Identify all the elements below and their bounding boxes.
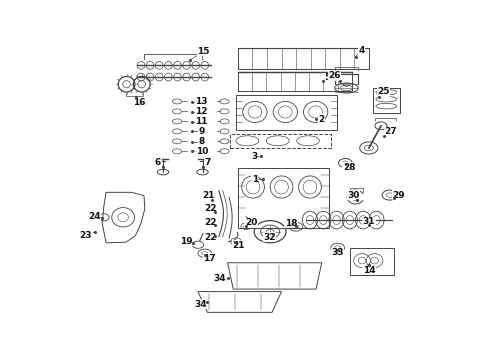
Text: 4: 4 [358,46,365,55]
Text: 21: 21 [233,240,245,249]
Text: 24: 24 [88,212,101,221]
Text: 8: 8 [198,137,205,146]
Bar [236,95,337,130]
Text: 16: 16 [133,98,146,107]
Bar [372,88,400,113]
Text: 22: 22 [204,233,217,242]
Bar [230,134,331,148]
Text: 15: 15 [197,47,210,56]
Bar [238,48,369,69]
Text: 9: 9 [198,127,205,136]
Text: 2: 2 [318,115,324,124]
Text: 27: 27 [385,127,397,136]
Text: 28: 28 [343,163,355,172]
Text: 14: 14 [363,266,375,275]
Text: 17: 17 [203,253,216,262]
Text: 1: 1 [252,175,258,184]
Text: 26: 26 [328,71,341,80]
Text: 12: 12 [196,107,208,116]
Bar [350,248,393,275]
Text: 25: 25 [377,87,390,96]
Text: 29: 29 [392,190,405,199]
Text: 19: 19 [180,237,193,246]
Text: 13: 13 [196,98,208,107]
Text: 30: 30 [347,190,360,199]
Text: 31: 31 [363,217,375,226]
Text: 5: 5 [324,73,330,82]
Text: 34: 34 [214,274,226,283]
Text: 10: 10 [196,147,208,156]
Text: 22: 22 [204,218,217,227]
Text: 21: 21 [202,191,215,200]
Bar [238,168,329,228]
Text: 33: 33 [331,248,344,257]
Text: 18: 18 [285,219,297,228]
Text: 20: 20 [245,218,257,227]
Bar [238,72,352,91]
Text: 7: 7 [204,158,211,167]
Text: 22: 22 [204,204,217,213]
Text: 34: 34 [195,300,207,309]
Text: 3: 3 [252,152,258,161]
Text: 32: 32 [263,233,275,242]
Text: 11: 11 [196,117,208,126]
Text: 6: 6 [155,158,161,167]
Text: 23: 23 [80,231,92,240]
